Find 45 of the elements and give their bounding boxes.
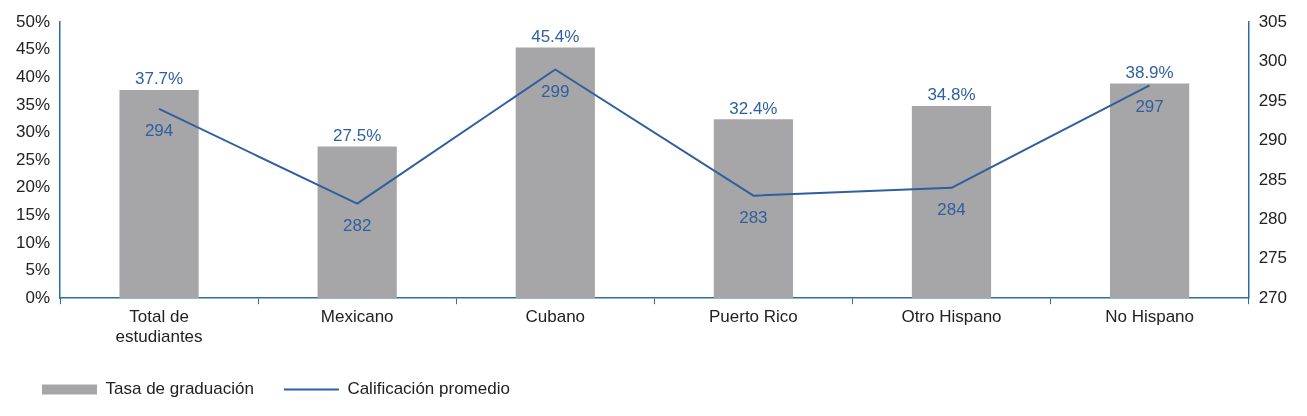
data-label: 37.7% — [134, 69, 184, 89]
y-tick-label: 40% — [15, 67, 51, 87]
y-tick-label: 10% — [15, 232, 51, 252]
y-tick-label: 15% — [15, 205, 51, 225]
x-tick-label: Cubano — [525, 307, 586, 327]
bar — [1109, 83, 1190, 299]
x-tick-label: Puerto Rico — [708, 307, 798, 327]
bar — [911, 106, 992, 299]
data-label: 32.4% — [729, 98, 778, 118]
data-label: 299 — [541, 81, 570, 101]
bar — [515, 47, 595, 299]
y-tick-label: 45% — [15, 39, 51, 59]
y2-tick-label: 275 — [1258, 248, 1288, 268]
data-label: 294 — [144, 121, 174, 141]
y-tick-label: 5% — [25, 260, 51, 280]
data-label: 38.9% — [1125, 62, 1174, 82]
y2-tick-label: 270 — [1258, 287, 1288, 307]
bar — [317, 146, 397, 299]
legend-label: Calificación promedio — [347, 379, 510, 399]
x-tick-label: No Hispano — [1105, 307, 1194, 327]
data-label: 283 — [739, 207, 768, 227]
y2-tick-label: 285 — [1258, 169, 1288, 189]
y-tick-label: 35% — [15, 94, 51, 114]
y2-tick-label: 295 — [1258, 90, 1288, 110]
x-tick-label: Otro Hispano — [901, 307, 1002, 327]
bar — [119, 90, 199, 299]
y2-tick-label: 305 — [1258, 11, 1288, 31]
x-tick-label: Mexicano — [320, 307, 394, 327]
y2-tick-label: 300 — [1258, 51, 1288, 71]
data-label: 297 — [1135, 97, 1164, 117]
data-label: 34.8% — [927, 85, 976, 105]
legend-label: Tasa de graduación — [105, 379, 254, 399]
data-label: 27.5% — [333, 125, 382, 145]
data-label: 282 — [342, 215, 372, 235]
y-tick-label: 30% — [15, 122, 51, 142]
bar — [713, 119, 793, 299]
data-label: 45.4% — [531, 26, 580, 46]
y-tick-label: 0% — [25, 287, 51, 307]
y-tick-label: 20% — [15, 177, 51, 197]
y2-tick-label: 280 — [1258, 209, 1288, 229]
x-tick-label: Total de estudiantes — [115, 307, 203, 347]
y2-tick-label: 290 — [1258, 130, 1288, 150]
y-tick-label: 25% — [15, 149, 51, 169]
y-tick-label: 50% — [15, 11, 51, 31]
data-label: 284 — [937, 199, 966, 219]
